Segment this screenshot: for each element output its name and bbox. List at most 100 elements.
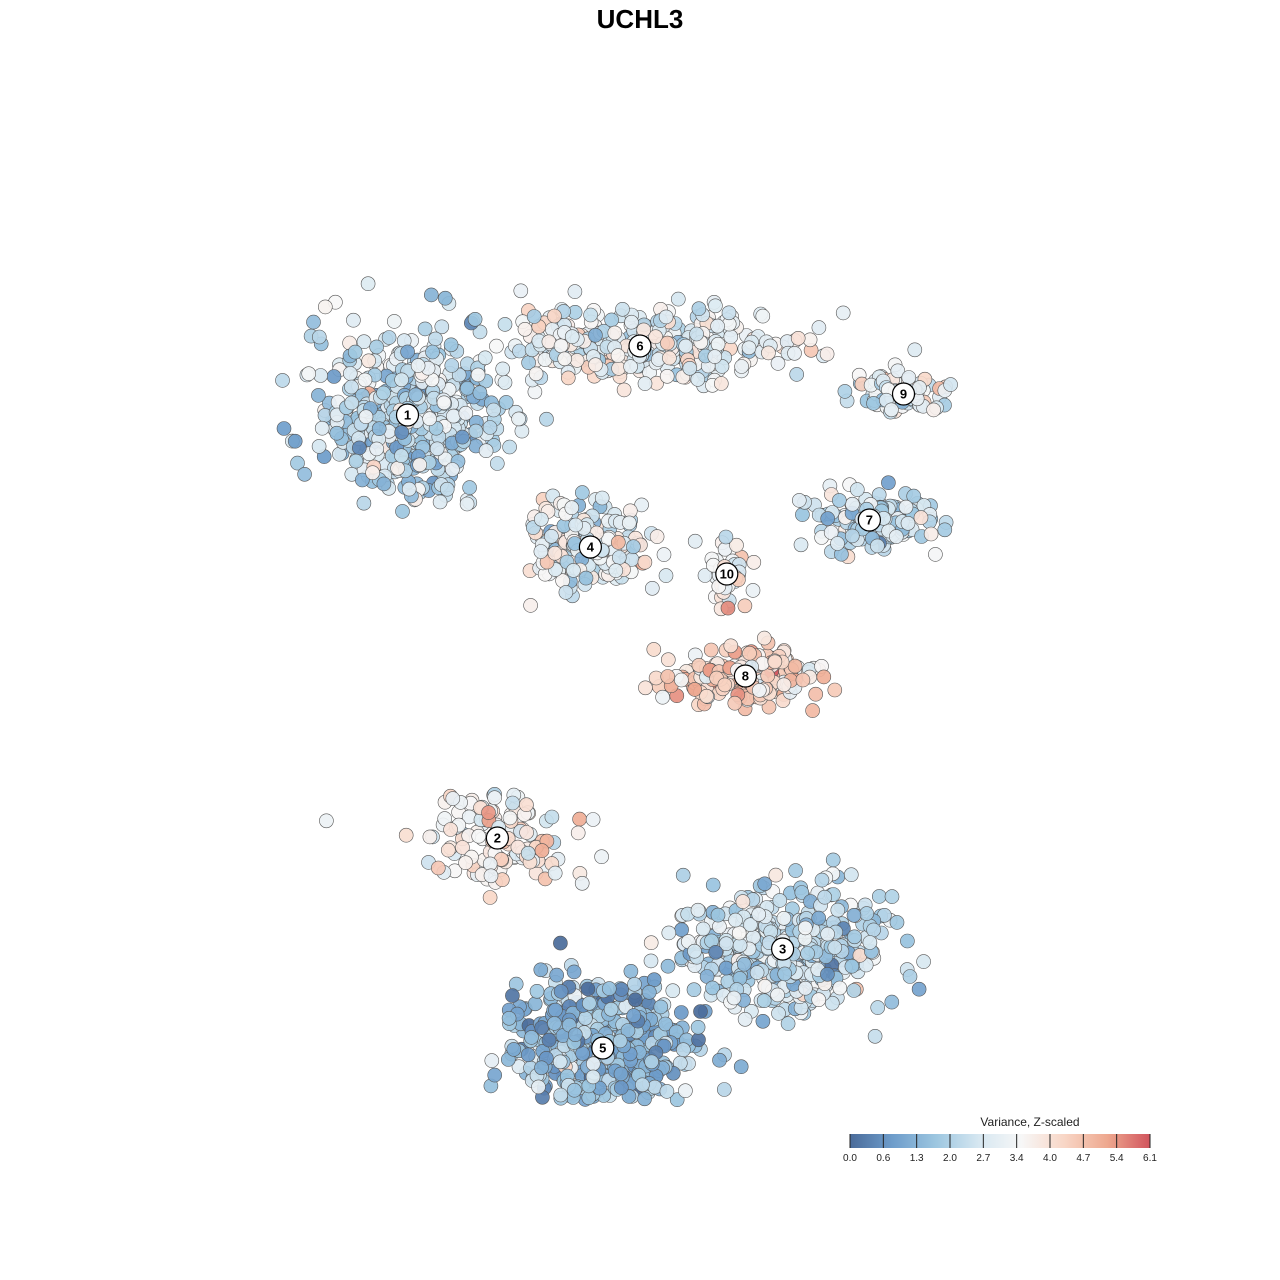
data-point xyxy=(486,402,501,418)
legend-tick-label: 6.1 xyxy=(1143,1153,1157,1164)
data-point xyxy=(800,946,815,961)
data-point xyxy=(660,669,676,684)
data-point xyxy=(329,425,345,441)
data-point xyxy=(665,983,681,999)
data-point xyxy=(900,933,915,949)
data-point xyxy=(691,1032,706,1048)
data-point xyxy=(549,967,565,983)
data-point xyxy=(297,466,312,482)
svg-text:4: 4 xyxy=(587,540,595,555)
data-point xyxy=(689,326,704,342)
data-point xyxy=(845,496,860,512)
data-point xyxy=(613,1066,629,1082)
data-point xyxy=(831,493,847,508)
data-point xyxy=(574,875,590,891)
legend-title: Variance, Z-scaled xyxy=(980,1115,1080,1129)
data-point xyxy=(533,962,549,978)
data-point xyxy=(794,885,810,900)
data-point xyxy=(564,329,580,345)
data-point xyxy=(710,907,726,923)
data-point xyxy=(529,983,545,999)
data-point xyxy=(844,958,860,974)
data-point xyxy=(634,497,649,513)
data-point xyxy=(478,443,494,459)
data-point xyxy=(776,910,792,926)
data-point xyxy=(655,689,670,705)
data-point xyxy=(557,351,573,367)
data-point xyxy=(319,813,334,829)
data-point xyxy=(644,1054,659,1070)
data-point xyxy=(846,983,862,998)
data-point xyxy=(756,630,772,646)
data-point xyxy=(594,490,610,506)
data-point xyxy=(531,1079,546,1095)
data-point xyxy=(541,334,557,350)
data-point xyxy=(398,827,414,843)
data-point xyxy=(607,325,623,341)
data-point xyxy=(548,1002,563,1018)
data-point xyxy=(498,395,514,410)
data-point xyxy=(585,1069,601,1085)
data-point xyxy=(811,320,827,335)
data-point xyxy=(514,423,530,439)
data-point xyxy=(705,980,720,996)
data-point xyxy=(788,863,803,878)
data-point xyxy=(760,668,776,684)
data-point xyxy=(658,1016,673,1032)
data-point xyxy=(620,1023,636,1038)
data-point xyxy=(623,359,638,374)
data-point xyxy=(637,1091,652,1107)
data-point xyxy=(444,358,460,373)
data-point xyxy=(742,645,757,661)
data-point xyxy=(708,944,724,960)
data-point xyxy=(911,981,927,997)
data-point xyxy=(767,654,783,670)
data-point xyxy=(356,334,372,350)
cluster-label-2: 2 xyxy=(485,826,509,850)
data-point xyxy=(470,367,486,383)
data-point xyxy=(483,868,499,884)
data-point xyxy=(381,330,397,345)
data-point xyxy=(661,925,677,941)
data-point xyxy=(643,953,659,969)
data-point xyxy=(844,528,860,544)
data-point xyxy=(519,825,534,840)
data-point xyxy=(710,336,726,352)
data-point xyxy=(471,828,487,844)
data-point xyxy=(604,312,619,328)
data-point xyxy=(751,907,767,922)
data-point xyxy=(708,298,723,314)
data-point xyxy=(482,420,498,435)
data-point xyxy=(741,340,757,356)
svg-text:3: 3 xyxy=(779,942,786,957)
data-point xyxy=(432,494,448,510)
data-point xyxy=(394,425,410,440)
data-point xyxy=(832,980,848,996)
data-point xyxy=(888,529,904,544)
data-point xyxy=(560,370,576,386)
data-point xyxy=(827,940,843,955)
data-point xyxy=(670,291,686,307)
data-point xyxy=(566,563,581,578)
data-point xyxy=(314,420,330,436)
data-point xyxy=(686,982,702,998)
data-point xyxy=(365,465,380,481)
data-point xyxy=(705,877,721,893)
data-point xyxy=(547,865,563,881)
data-point xyxy=(519,797,534,813)
data-point xyxy=(643,935,659,951)
data-point xyxy=(351,440,367,456)
data-point xyxy=(306,314,321,330)
data-point xyxy=(544,809,560,825)
data-point xyxy=(566,964,582,980)
data-point xyxy=(621,515,637,531)
data-point xyxy=(455,840,470,855)
data-point xyxy=(943,377,958,392)
data-point xyxy=(690,902,706,918)
data-point xyxy=(737,1011,753,1027)
data-point xyxy=(434,319,450,335)
data-point xyxy=(439,481,455,497)
data-point xyxy=(690,372,706,387)
data-point xyxy=(445,791,461,806)
data-point xyxy=(541,1032,557,1048)
